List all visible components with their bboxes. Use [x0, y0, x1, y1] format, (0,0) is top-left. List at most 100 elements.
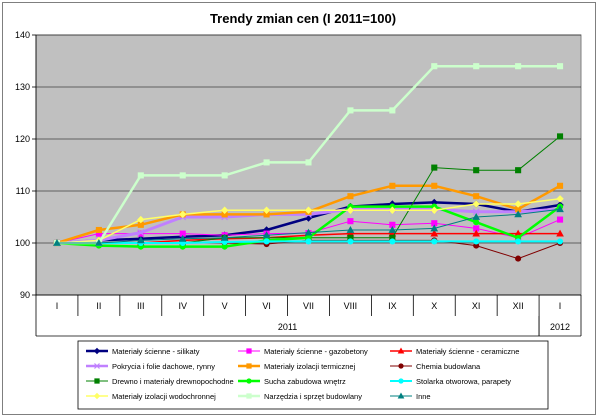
data-point — [398, 363, 404, 369]
data-point — [246, 393, 252, 399]
legend-label: Materiały ścienne - ceramiczne — [416, 347, 519, 356]
data-point — [473, 63, 480, 70]
data-point — [346, 206, 355, 214]
data-point — [220, 206, 229, 214]
data-point — [388, 225, 397, 233]
legend: Materiały ścienne - silikaty Materiały śc… — [77, 340, 549, 410]
data-point — [473, 238, 480, 245]
data-point — [94, 363, 100, 369]
data-point — [221, 172, 228, 179]
x-tick-label: X — [431, 301, 437, 311]
legend-label: Drewno i materiały drewnopochodne — [112, 377, 234, 386]
legend-entry: Inne — [390, 392, 431, 401]
legend-entry: Chemia budowlana — [390, 362, 481, 371]
legend-entry: Materiały ścienne - gazobetony — [238, 347, 368, 356]
data-point — [263, 238, 270, 245]
data-point — [305, 238, 312, 245]
data-point — [94, 378, 100, 384]
data-point — [397, 347, 405, 354]
data-point — [347, 238, 354, 245]
y-tick-label: 120 — [15, 134, 30, 144]
x-tick-label: II — [96, 301, 101, 311]
x-tick-label: VI — [262, 301, 271, 311]
x-tick-label: XII — [513, 301, 524, 311]
data-point — [389, 238, 396, 245]
x-group-label: 2011 — [278, 322, 297, 332]
data-point — [263, 159, 270, 166]
data-point — [347, 218, 354, 225]
legend-box — [77, 340, 549, 410]
legend-entry: Stolarka otworowa, parapety — [390, 377, 511, 386]
data-point — [220, 233, 229, 241]
legend-entry: Sucha zabudowa wnętrz — [238, 377, 346, 386]
x-tick-label: III — [137, 301, 145, 311]
data-point — [514, 200, 522, 208]
data-point — [431, 238, 438, 245]
data-point — [304, 206, 313, 214]
data-point — [556, 229, 564, 237]
data-point — [556, 238, 564, 245]
data-point — [246, 348, 252, 354]
data-point — [93, 347, 101, 355]
data-point — [515, 238, 522, 245]
x-group-label: 2012 — [550, 322, 570, 332]
legend-label: Materiały ścienne - silikaty — [112, 347, 200, 356]
data-point — [305, 159, 312, 166]
data-point — [431, 164, 438, 171]
y-axis: 90 100 110 120 130 140 — [15, 30, 37, 300]
data-point — [472, 229, 481, 237]
legend-label: Pokrycia i folie dachowe, rynny — [112, 362, 215, 371]
data-point — [389, 182, 396, 189]
data-point — [95, 238, 103, 246]
x-tick-label: IX — [388, 301, 397, 311]
data-point — [388, 206, 397, 214]
data-point — [556, 63, 564, 70]
y-tick-label: 110 — [16, 186, 30, 196]
data-point — [473, 167, 480, 174]
data-point — [137, 172, 144, 179]
data-point — [430, 224, 439, 232]
data-point — [431, 182, 438, 189]
data-point — [53, 238, 61, 246]
data-point — [347, 107, 354, 114]
data-point — [431, 63, 438, 70]
data-point — [556, 205, 564, 213]
x-tick-label: I — [559, 301, 562, 311]
data-point — [472, 208, 480, 216]
chart-frame: Trendy zmian cen (I 2011=100) 90 100 110 12… — [2, 2, 596, 415]
legend-entry: Materiały ścienne - ceramiczne — [390, 347, 519, 356]
data-point — [304, 228, 313, 236]
data-point — [95, 226, 102, 234]
data-point — [430, 206, 438, 214]
legend-label: Materiały izolacji termicznej — [264, 362, 356, 371]
data-point — [515, 63, 522, 70]
data-point — [137, 229, 145, 237]
y-tick-label: 140 — [15, 30, 30, 40]
x-tick-label: IV — [178, 301, 187, 311]
y-tick-label: 130 — [15, 82, 30, 92]
legend-entry: Materiały izolacji wodochronnej — [86, 392, 216, 401]
x-tick-label: VIII — [344, 301, 358, 311]
data-point — [473, 219, 480, 226]
chart-title: Trendy zmian cen (I 2011=100) — [210, 11, 396, 26]
legend-label: Materiały izolacji wodochronnej — [112, 392, 216, 401]
data-point — [179, 172, 186, 179]
legend-label: Chemia budowlana — [416, 362, 481, 371]
data-point — [472, 200, 480, 208]
data-point — [556, 216, 564, 223]
data-point — [178, 234, 187, 242]
data-point — [398, 378, 404, 384]
legend-entry: Materiały ścienne - silikaty — [86, 347, 200, 356]
data-point — [262, 231, 271, 239]
legend-label: Narzędzia i sprzęt budowlany — [264, 392, 362, 401]
legend-label: Stolarka otworowa, parapety — [416, 377, 511, 386]
x-tick-label: XI — [472, 301, 481, 311]
data-point — [93, 392, 101, 400]
y-tick-label: 100 — [15, 238, 30, 248]
y-tick-label: 90 — [20, 290, 30, 300]
legend-entry: Pokrycia i folie dachowe, rynny — [86, 362, 215, 371]
legend-entry: Materiały izolacji termicznej — [238, 362, 356, 371]
legend-label: Sucha zabudowa wnętrz — [264, 377, 346, 386]
data-point — [556, 182, 564, 189]
data-point — [246, 363, 252, 369]
